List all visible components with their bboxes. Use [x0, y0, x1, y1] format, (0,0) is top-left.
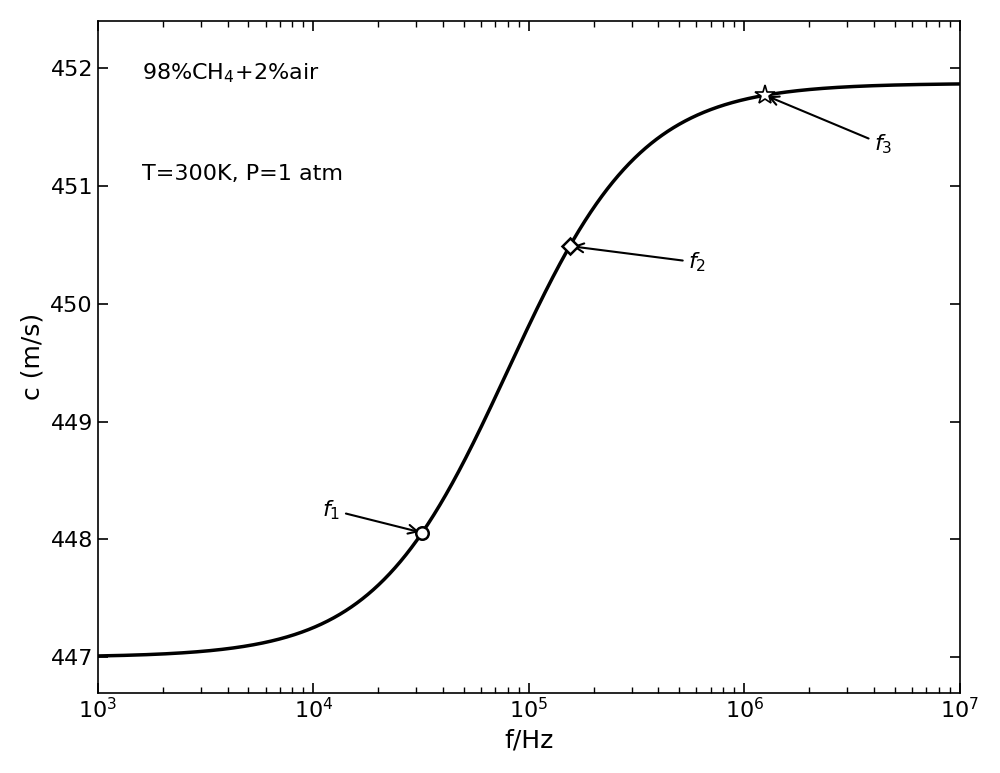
- Text: T=300K, P=1 atm: T=300K, P=1 atm: [142, 164, 343, 184]
- Text: $f_3$: $f_3$: [770, 97, 892, 156]
- Y-axis label: c (m/s): c (m/s): [21, 313, 45, 400]
- Text: $f_1$: $f_1$: [322, 498, 417, 533]
- Text: $f_2$: $f_2$: [575, 243, 706, 274]
- X-axis label: f/Hz: f/Hz: [504, 728, 553, 752]
- Text: 98%CH$_4$+2%air: 98%CH$_4$+2%air: [142, 62, 319, 85]
